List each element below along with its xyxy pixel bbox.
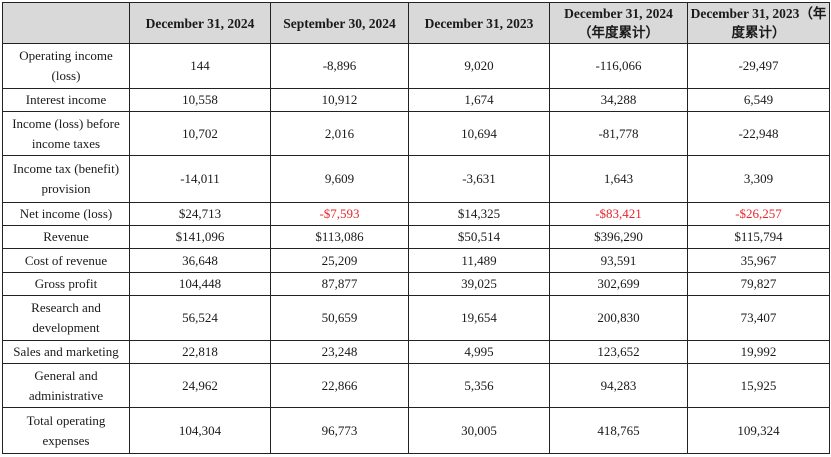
table-row: Interest income 10,558 10,912 1,674 34,2… [2, 87, 830, 112]
table-cell: $115,794 [687, 225, 830, 250]
table-cell: 1,643 [549, 155, 688, 203]
table-cell: 10,558 [129, 87, 271, 112]
table-cell: 10,694 [408, 110, 550, 157]
table-cell: -29,497 [687, 43, 830, 89]
table-cell: 9,020 [408, 43, 550, 89]
table-cell: -3,631 [408, 155, 550, 203]
header-ytd-2024: December 31, 2024（年度累计） [549, 2, 688, 44]
table-cell: 94,283 [549, 362, 688, 409]
table-cell: 418,765 [549, 407, 688, 454]
table-cell: -14,011 [129, 155, 271, 203]
table-cell: 93,591 [549, 248, 688, 273]
table-cell: 35,967 [687, 248, 830, 273]
table-cell: 22,866 [270, 362, 409, 409]
table-row: Net income (loss) $24,713 -$7,593 $14,32… [2, 201, 830, 227]
table-row: Revenue $141,096 $113,086 $50,514 $396,2… [2, 225, 830, 250]
table-cell: $24,713 [129, 201, 271, 227]
table-cell: 11,489 [408, 248, 550, 273]
row-label: Net income (loss) [2, 201, 130, 227]
table-cell: 22,818 [129, 339, 271, 364]
header-corner [2, 2, 130, 44]
table-cell: 39,025 [408, 271, 550, 297]
table-cell: 10,702 [129, 110, 271, 157]
table-cell: 2,016 [270, 110, 409, 157]
table-cell: 87,877 [270, 271, 409, 297]
table-cell: 73,407 [687, 295, 830, 341]
table-row: Income (loss) before income taxes 10,702… [2, 110, 830, 157]
row-label: Cost of revenue [2, 248, 130, 273]
header-q4-2024: December 31, 2024 [129, 2, 271, 44]
table-row: Research and development 56,524 50,659 1… [2, 295, 830, 341]
table-cell: 302,699 [549, 271, 688, 297]
table-cell: 24,962 [129, 362, 271, 409]
table-cell-negative: -$83,421 [549, 201, 688, 227]
row-label: General and administrative [2, 362, 130, 409]
row-label: Interest income [2, 87, 130, 112]
table-cell: 25,209 [270, 248, 409, 273]
header-ytd-2023: December 31, 2023（年度累计） [687, 2, 830, 44]
table-cell: 30,005 [408, 407, 550, 454]
header-row: December 31, 2024 September 30, 2024 Dec… [2, 2, 830, 44]
table-cell: 6,549 [687, 87, 830, 112]
table-row: Gross profit 104,448 87,877 39,025 302,6… [2, 271, 830, 297]
table-cell: 34,288 [549, 87, 688, 112]
table-cell: 10,912 [270, 87, 409, 112]
table-row: Sales and marketing 22,818 23,248 4,995 … [2, 339, 830, 364]
row-label: Revenue [2, 225, 130, 250]
table-cell-negative: -$26,257 [687, 201, 830, 227]
table-cell: 19,992 [687, 339, 830, 364]
row-label: Income tax (benefit) provision [2, 155, 130, 203]
table-cell: $113,086 [270, 225, 409, 250]
table-cell: $396,290 [549, 225, 688, 250]
row-label: Total operating expenses [2, 407, 130, 454]
table-cell: $14,325 [408, 201, 550, 227]
table-cell: 123,652 [549, 339, 688, 364]
table-cell: 23,248 [270, 339, 409, 364]
table-cell-negative: -$7,593 [270, 201, 409, 227]
table-cell: 50,659 [270, 295, 409, 341]
header-q4-2023: December 31, 2023 [408, 2, 550, 44]
table-cell: -81,778 [549, 110, 688, 157]
table-row: Cost of revenue 36,648 25,209 11,489 93,… [2, 248, 830, 273]
table-cell: 104,304 [129, 407, 271, 454]
table-cell: -22,948 [687, 110, 830, 157]
table-cell: 104,448 [129, 271, 271, 297]
table-cell: 200,830 [549, 295, 688, 341]
table-cell: 1,674 [408, 87, 550, 112]
table-row: General and administrative 24,962 22,866… [2, 362, 830, 409]
table-cell: 15,925 [687, 362, 830, 409]
table-cell: $141,096 [129, 225, 271, 250]
table-cell: -8,896 [270, 43, 409, 89]
table-cell: 5,356 [408, 362, 550, 409]
table-cell: -116,066 [549, 43, 688, 89]
table-cell: 4,995 [408, 339, 550, 364]
row-label: Gross profit [2, 271, 130, 297]
table-cell: 19,654 [408, 295, 550, 341]
table-row: Total operating expenses 104,304 96,773 … [2, 407, 830, 454]
row-label: Operating income (loss) [2, 43, 130, 89]
row-label: Income (loss) before income taxes [2, 110, 130, 157]
row-label: Sales and marketing [2, 339, 130, 364]
table-cell: 56,524 [129, 295, 271, 341]
table-cell: 144 [129, 43, 271, 89]
table-cell: 96,773 [270, 407, 409, 454]
table-cell: 36,648 [129, 248, 271, 273]
row-label: Research and development [2, 295, 130, 341]
table-cell: 3,309 [687, 155, 830, 203]
table-row: Operating income (loss) 144 -8,896 9,020… [2, 43, 830, 89]
table-cell: 79,827 [687, 271, 830, 297]
table-cell: 109,324 [687, 407, 830, 454]
table-row: Income tax (benefit) provision -14,011 9… [2, 155, 830, 203]
table-cell: 9,609 [270, 155, 409, 203]
table-cell: $50,514 [408, 225, 550, 250]
header-q3-2024: September 30, 2024 [270, 2, 409, 44]
